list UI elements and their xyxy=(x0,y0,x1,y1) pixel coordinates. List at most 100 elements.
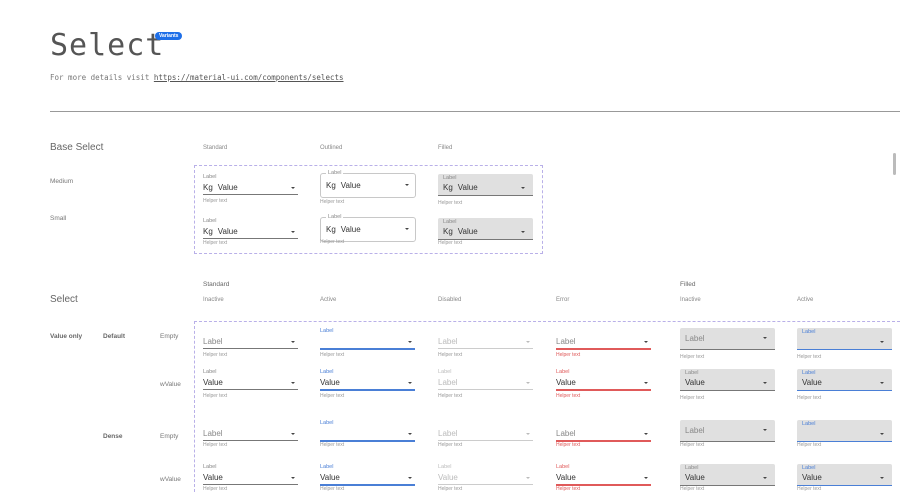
filled-select-active[interactable]: Label Helper text xyxy=(797,328,892,360)
filled-select-inactive[interactable]: Label Helper text xyxy=(680,328,775,360)
helper-text: Helper text xyxy=(320,486,345,492)
dropdown-arrow-icon xyxy=(526,341,530,343)
dropdown-arrow-icon[interactable] xyxy=(880,433,884,435)
docs-link[interactable]: https://material-ui.com/components/selec… xyxy=(153,73,344,82)
dropdown-arrow-icon[interactable] xyxy=(405,184,409,186)
filled-select-active[interactable]: Label Value Helper text xyxy=(797,464,892,492)
value-text: Value xyxy=(802,473,822,482)
dropdown-arrow-icon[interactable] xyxy=(408,477,412,479)
dropdown-arrow-icon xyxy=(526,382,530,384)
dropdown-arrow-icon[interactable] xyxy=(763,477,767,479)
filled-select-inactive[interactable]: Label Helper text xyxy=(680,420,775,448)
column-standard: Standard xyxy=(203,145,228,151)
standard-select-error[interactable]: Label Helper text xyxy=(556,328,651,358)
dropdown-arrow-icon[interactable] xyxy=(405,228,409,230)
select-box[interactable] xyxy=(438,218,533,240)
column-filled-active: Active xyxy=(797,297,814,303)
select-box[interactable] xyxy=(320,217,416,242)
outlined-select-inactive[interactable]: Label Kg Value Helper text xyxy=(320,170,416,205)
dropdown-arrow-icon[interactable] xyxy=(291,477,295,479)
standard-select-inactive[interactable]: Label Helper text xyxy=(203,420,298,448)
row-default-empty: Empty xyxy=(160,333,179,340)
subtitle-text: For more details visit xyxy=(50,73,150,82)
dropdown-arrow-icon[interactable] xyxy=(291,187,295,189)
dropdown-arrow-icon[interactable] xyxy=(408,341,412,343)
select-box[interactable] xyxy=(438,174,533,196)
filled-select-inactive[interactable]: Label Kg Value Helper text xyxy=(438,174,533,206)
dropdown-arrow-icon[interactable] xyxy=(291,231,295,233)
dropdown-arrow-icon[interactable] xyxy=(763,429,767,431)
select-box[interactable] xyxy=(797,464,892,486)
standard-select-active[interactable]: Label Value Helper text xyxy=(320,464,415,492)
row-medium: Medium xyxy=(50,178,74,185)
dropdown-arrow-icon[interactable] xyxy=(644,341,648,343)
select-box[interactable] xyxy=(797,420,892,442)
dropdown-arrow-icon[interactable] xyxy=(291,382,295,384)
row-dense-empty: Empty xyxy=(160,433,179,440)
placeholder-label: Label xyxy=(556,337,576,346)
column-filled: Filled xyxy=(438,145,453,151)
select-underline xyxy=(203,440,298,441)
select-underline xyxy=(438,348,533,349)
standard-select-inactive[interactable]: Label Kg Value Helper text xyxy=(203,174,298,204)
row-dense: Dense xyxy=(103,433,123,440)
select-underline xyxy=(320,389,415,391)
select-value: Value xyxy=(320,378,340,387)
dropdown-arrow-icon[interactable] xyxy=(291,341,295,343)
standard-select-error[interactable]: Label Value Helper text xyxy=(556,464,651,492)
standard-select-inactive[interactable]: Label Kg Value Helper text xyxy=(203,218,298,246)
dropdown-arrow-icon[interactable] xyxy=(644,433,648,435)
select-box[interactable] xyxy=(680,369,775,391)
dropdown-arrow-icon[interactable] xyxy=(521,231,525,233)
select-box[interactable] xyxy=(680,420,775,442)
value-text: Value xyxy=(340,225,361,234)
filled-select-active[interactable]: Label Helper text xyxy=(797,420,892,448)
dropdown-arrow-icon[interactable] xyxy=(880,382,884,384)
column-error: Error xyxy=(556,297,570,303)
dropdown-arrow-icon[interactable] xyxy=(763,382,767,384)
unit-prefix: Kg xyxy=(326,225,336,234)
helper-text: Helper text xyxy=(320,442,345,448)
select-label: Label xyxy=(443,175,457,181)
filled-select-inactive[interactable]: Label Kg Value Helper text xyxy=(438,218,533,246)
scrollbar[interactable] xyxy=(893,153,896,175)
outlined-select-inactive[interactable]: Label Kg Value Helper text xyxy=(320,214,416,245)
standard-select-active[interactable]: Label Value Helper text xyxy=(320,369,415,399)
select-label: Label xyxy=(685,465,699,471)
select-box[interactable] xyxy=(680,328,775,350)
standard-select-active[interactable]: Label Helper text xyxy=(320,420,415,448)
dropdown-arrow-icon[interactable] xyxy=(408,433,412,435)
dropdown-arrow-icon[interactable] xyxy=(763,337,767,339)
dropdown-arrow-icon[interactable] xyxy=(880,477,884,479)
select-value: Value xyxy=(685,473,705,482)
helper-text: Helper text xyxy=(556,486,581,492)
dropdown-arrow-icon[interactable] xyxy=(880,341,884,343)
filled-select-inactive[interactable]: Label Value Helper text xyxy=(680,464,775,492)
value-text: Value xyxy=(457,183,478,192)
select-value: Label xyxy=(203,429,223,438)
filled-select-inactive[interactable]: Label Value Helper text xyxy=(680,369,775,401)
unit-prefix: Kg xyxy=(443,183,453,192)
base-variants-frame xyxy=(194,165,543,254)
helper-text: Helper text xyxy=(680,486,705,492)
standard-select-inactive[interactable]: Label Value Helper text xyxy=(203,464,298,492)
dropdown-arrow-icon xyxy=(526,477,530,479)
select-box[interactable] xyxy=(680,464,775,486)
dropdown-arrow-icon[interactable] xyxy=(644,382,648,384)
select-box[interactable] xyxy=(320,173,416,198)
standard-select-inactive[interactable]: Label Value Helper text xyxy=(203,369,298,399)
standard-select-error[interactable]: Label Value Helper text xyxy=(556,369,651,399)
standard-select-error[interactable]: Label Helper text xyxy=(556,420,651,448)
select-label: Label xyxy=(203,218,217,224)
dropdown-arrow-icon[interactable] xyxy=(408,382,412,384)
select-box[interactable] xyxy=(797,369,892,391)
helper-text: Helper text xyxy=(438,442,463,448)
select-box[interactable] xyxy=(797,328,892,350)
filled-select-active[interactable]: Label Value Helper text xyxy=(797,369,892,401)
dropdown-arrow-icon[interactable] xyxy=(644,477,648,479)
dropdown-arrow-icon[interactable] xyxy=(521,187,525,189)
standard-select-active[interactable]: Label Helper text xyxy=(320,328,415,358)
select-value: Value xyxy=(556,473,576,482)
standard-select-inactive[interactable]: Label Helper text xyxy=(203,328,298,358)
dropdown-arrow-icon[interactable] xyxy=(291,433,295,435)
